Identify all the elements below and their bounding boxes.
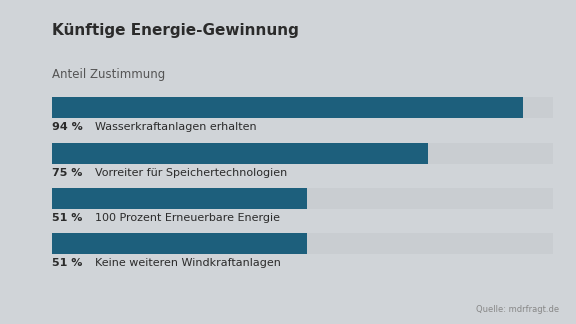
Text: Quelle: mdrfragt.de: Quelle: mdrfragt.de [476, 305, 559, 314]
Text: Künftige Energie-Gewinnung: Künftige Energie-Gewinnung [52, 23, 299, 38]
Text: 94 %: 94 % [52, 122, 82, 132]
Text: 75 %: 75 % [52, 168, 82, 178]
Text: 51 %: 51 % [52, 213, 82, 223]
Text: Wasserkraftanlagen erhalten: Wasserkraftanlagen erhalten [95, 122, 257, 132]
Text: Keine weiteren Windkraftanlagen: Keine weiteren Windkraftanlagen [95, 258, 281, 268]
Text: Anteil Zustimmung: Anteil Zustimmung [52, 68, 165, 81]
Text: 100 Prozent Erneuerbare Energie: 100 Prozent Erneuerbare Energie [95, 213, 280, 223]
Text: Vorreiter für Speichertechnologien: Vorreiter für Speichertechnologien [95, 168, 287, 178]
Text: 51 %: 51 % [52, 258, 82, 268]
